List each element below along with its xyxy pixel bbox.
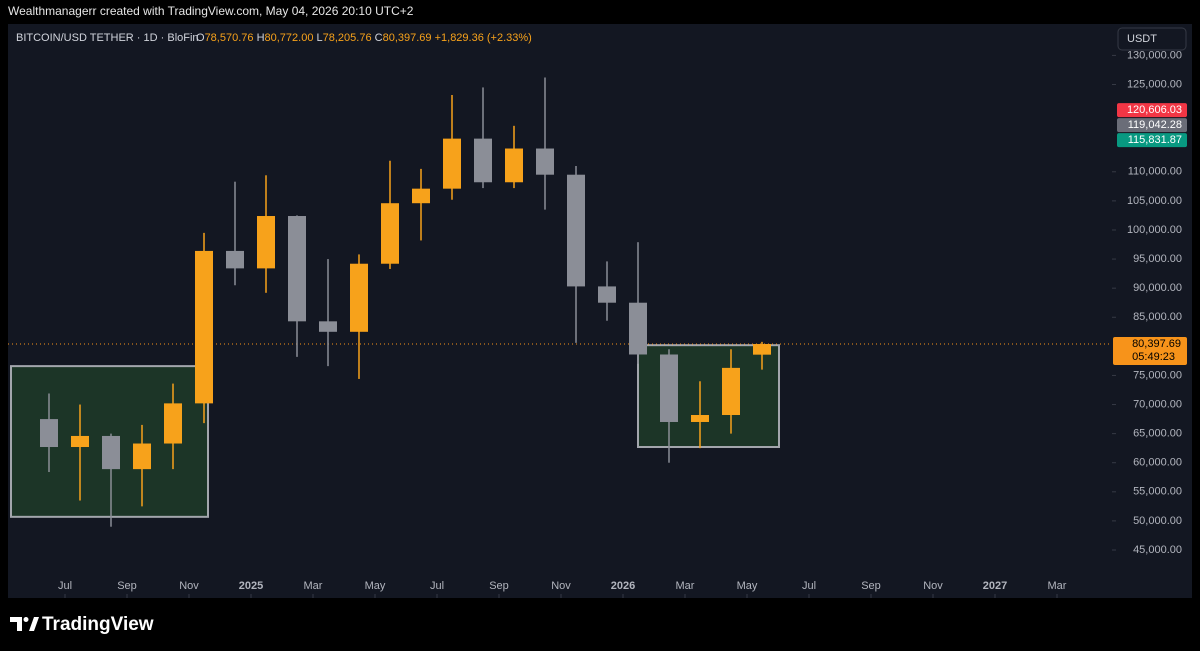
ohlc-key: H (257, 32, 265, 44)
price-label-bg (1117, 103, 1187, 118)
x-tick-label: 2025 (239, 580, 263, 592)
candle-body (40, 419, 58, 448)
candle-body (443, 138, 461, 189)
y-tick-label: 130,000.00 (1127, 49, 1182, 61)
ohlc-key: L (317, 32, 323, 44)
candle-body (226, 250, 244, 269)
x-tick-label: Nov (923, 580, 943, 592)
x-tick-label: Jul (430, 580, 444, 592)
ohlc-value: 80,397.69 (383, 32, 432, 44)
candle-body (350, 263, 368, 332)
candle-body (288, 216, 306, 322)
price-label-bg (1117, 133, 1187, 148)
ohlc-key: O (196, 32, 205, 44)
x-tick-label: Mar (676, 580, 695, 592)
x-tick-label: Nov (551, 580, 571, 592)
y-tick-label: 70,000.00 (1133, 398, 1182, 410)
y-tick-label: 125,000.00 (1127, 78, 1182, 90)
candle-body (195, 250, 213, 404)
ohlc-value: 80,772.00 (265, 32, 314, 44)
y-tick-label: 60,000.00 (1133, 457, 1182, 469)
x-tick-label: 2027 (983, 580, 1007, 592)
y-tick-label: 50,000.00 (1133, 515, 1182, 527)
y-tick-label: 90,000.00 (1133, 282, 1182, 294)
ohlc-legend: O78,570.76 H80,772.00 L78,205.76 C80,397… (196, 32, 532, 44)
x-tick-label: Mar (304, 580, 323, 592)
x-tick-label: May (737, 580, 758, 592)
candle-body (505, 148, 523, 183)
brand: TradingView (42, 614, 154, 635)
logo (10, 617, 39, 631)
candle-body (319, 321, 337, 332)
candle-body (660, 354, 678, 422)
candle-body (102, 435, 120, 470)
last-price-label: 80,397.69 (1132, 338, 1181, 350)
y-tick-label: 85,000.00 (1133, 311, 1182, 323)
ohlc-key: C (375, 32, 383, 44)
candle-body (71, 435, 89, 448)
currency[interactable]: USDT (1127, 33, 1157, 45)
candle-body (753, 344, 771, 355)
ohlc-value: 78,205.76 (323, 32, 372, 44)
countdown: 05:49:23 (1132, 351, 1175, 363)
symbol: BITCOIN/USD TETHER · 1D · BloFin (16, 32, 199, 44)
change: +1,829.36 (+2.33%) (435, 32, 532, 44)
ohlc-value: 78,570.76 (205, 32, 254, 44)
zone (637, 344, 780, 449)
y-tick-label: 55,000.00 (1133, 486, 1182, 498)
candle-body (381, 203, 399, 264)
currency-button[interactable] (1117, 27, 1187, 51)
candle-body (598, 286, 616, 303)
price-label: 115,831.87 (1128, 134, 1182, 146)
x-tick-label: 2026 (611, 580, 635, 592)
x-tick-label: Nov (179, 580, 199, 592)
candle-body (257, 216, 275, 269)
x-tick-label: Sep (489, 580, 509, 592)
candle-body (164, 403, 182, 444)
y-tick-label: 65,000.00 (1133, 428, 1182, 440)
candle-body (629, 302, 647, 355)
candle-body (474, 138, 492, 183)
y-tick-label: 105,000.00 (1127, 195, 1182, 207)
y-tick-label: 75,000.00 (1133, 369, 1182, 381)
y-tick-label: 95,000.00 (1133, 253, 1182, 265)
candle-body (133, 443, 151, 470)
candle-body (536, 148, 554, 175)
x-tick-label: Jul (802, 580, 816, 592)
y-tick-label: 100,000.00 (1127, 224, 1182, 236)
x-tick-label: May (365, 580, 386, 592)
y-tick-label: 110,000.00 (1128, 166, 1182, 178)
price-label: 119,042.28 (1128, 119, 1182, 131)
y-tick-label: 45,000.00 (1133, 544, 1182, 556)
candle-body (412, 188, 430, 204)
candle-body (691, 415, 709, 422)
x-tick-label: Jul (58, 580, 72, 592)
price-label: 120,606.03 (1127, 104, 1182, 116)
x-tick-label: Sep (861, 580, 881, 592)
last-price-bg (1113, 337, 1187, 366)
price-label-bg (1117, 118, 1187, 133)
credit: Wealthmanagerr created with TradingView.… (8, 4, 414, 18)
candle-body (567, 174, 585, 287)
x-tick-label: Sep (117, 580, 137, 592)
candle-body (722, 367, 740, 416)
x-tick-label: Mar (1048, 580, 1067, 592)
